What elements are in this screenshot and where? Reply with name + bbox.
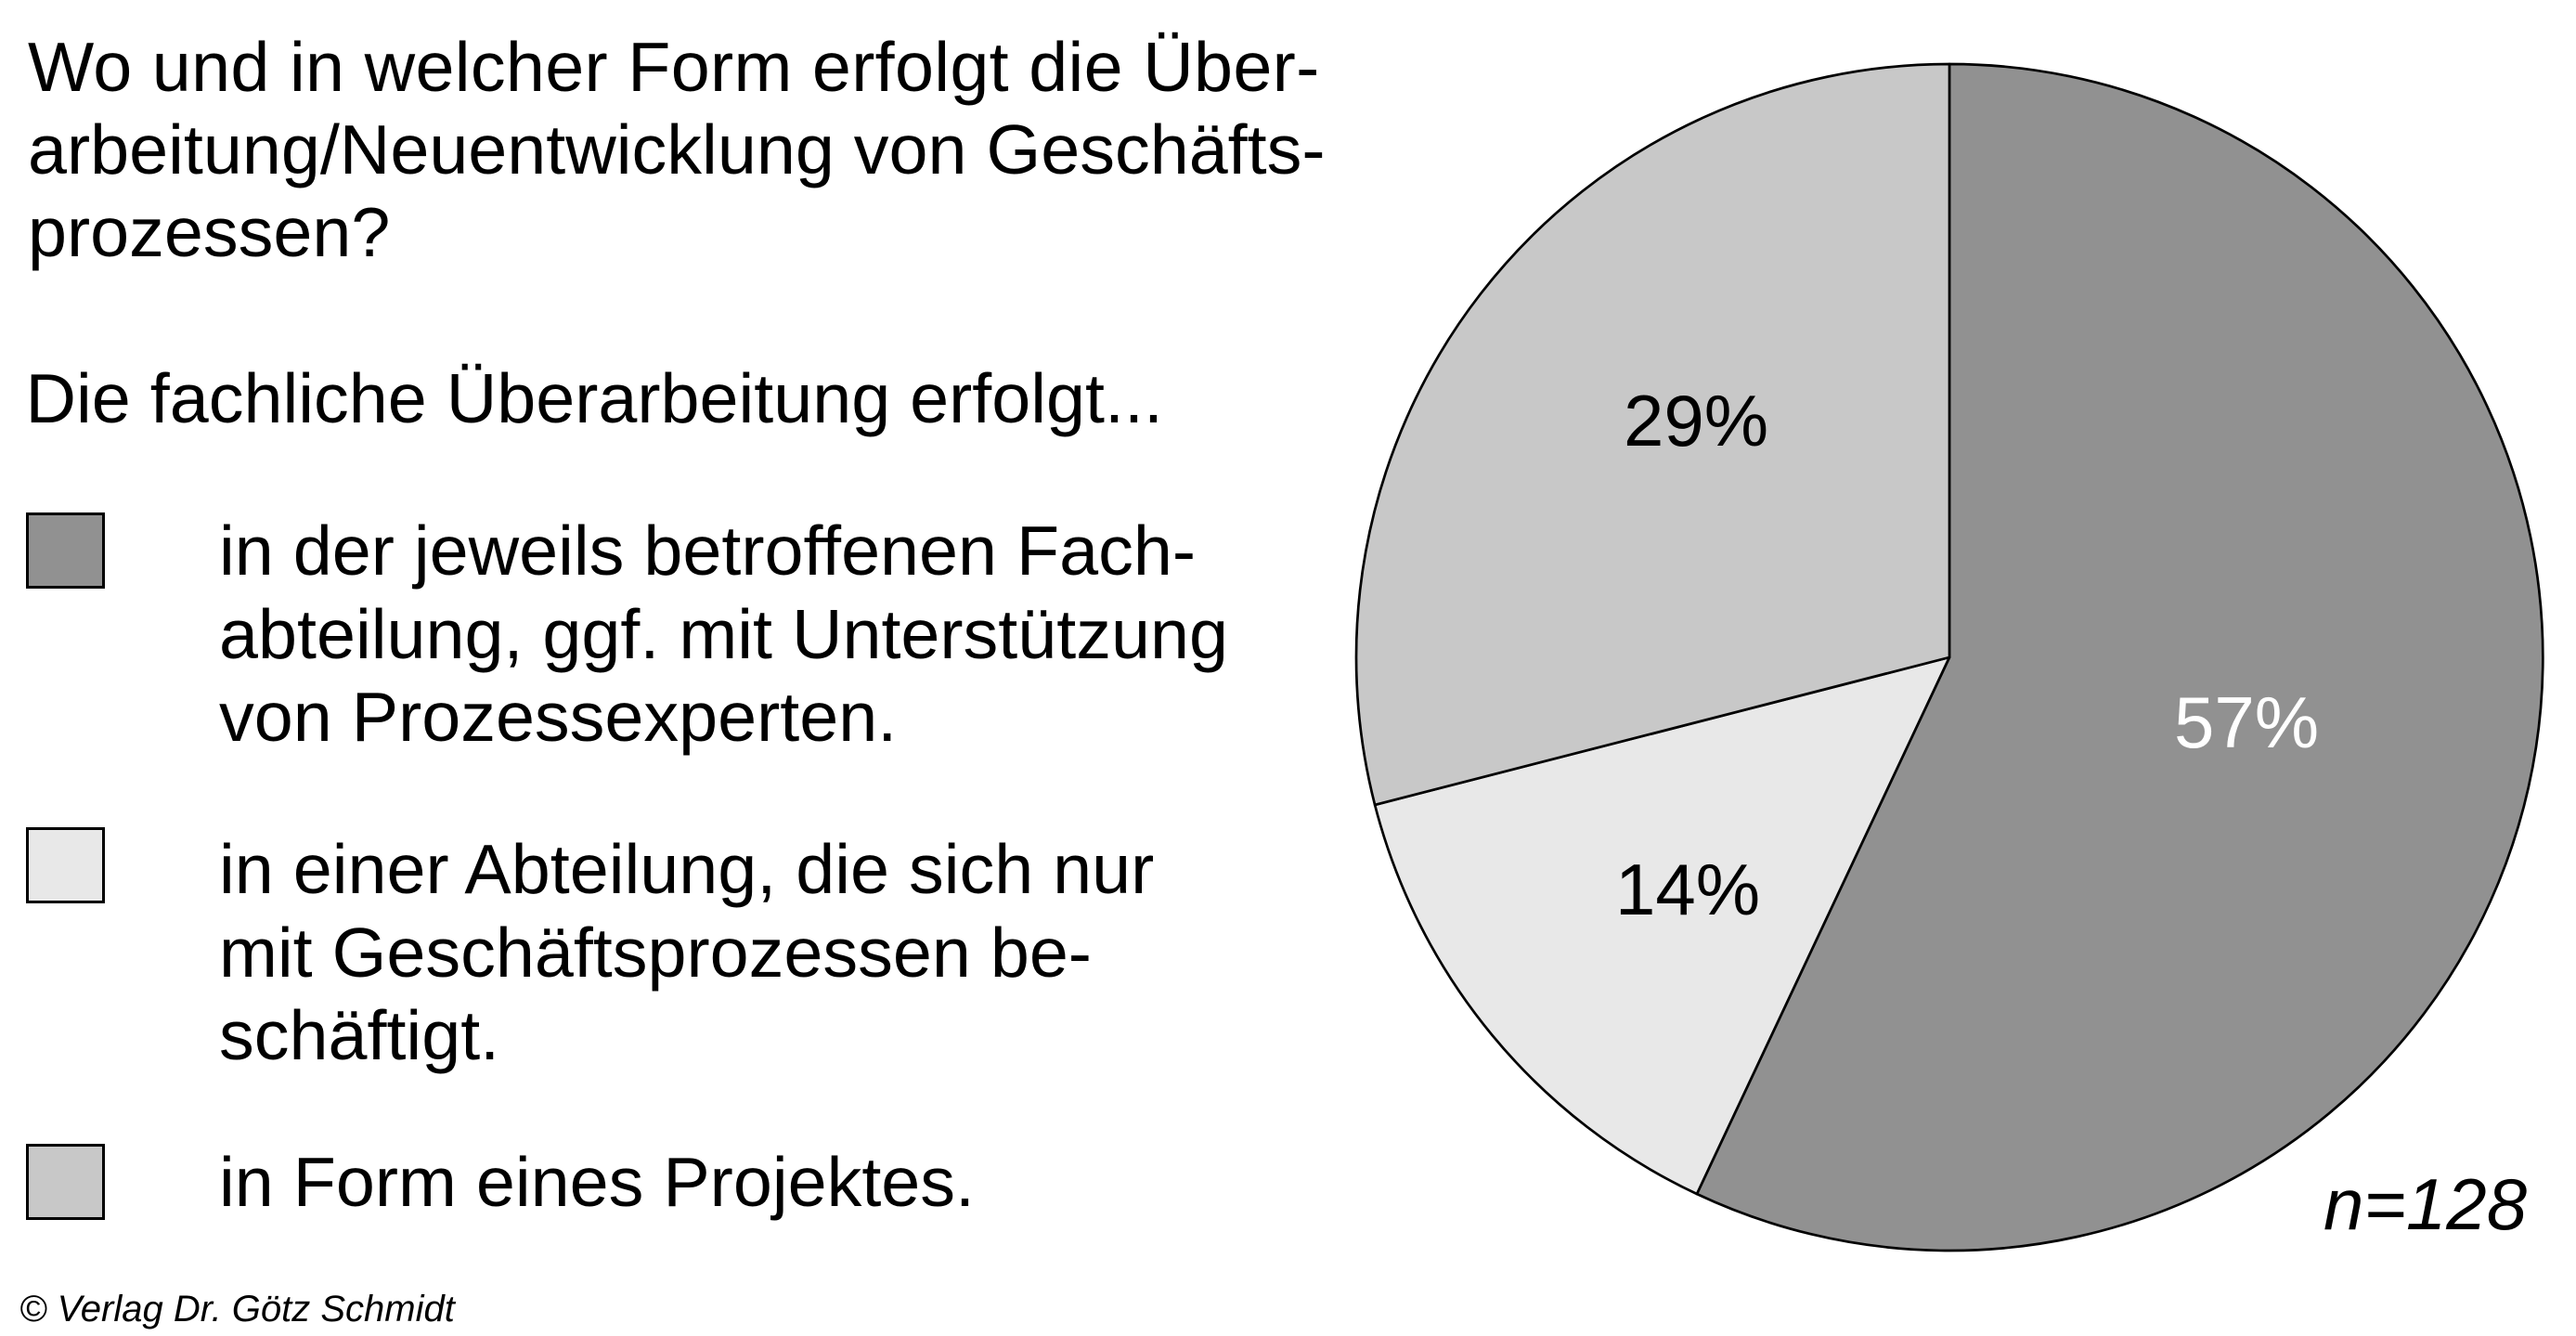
svg-text:n=128: n=128 bbox=[2324, 1163, 2527, 1245]
svg-text:57%: 57% bbox=[2174, 681, 2319, 763]
svg-text:14%: 14% bbox=[1615, 849, 1760, 930]
svg-text:29%: 29% bbox=[1624, 380, 1768, 461]
